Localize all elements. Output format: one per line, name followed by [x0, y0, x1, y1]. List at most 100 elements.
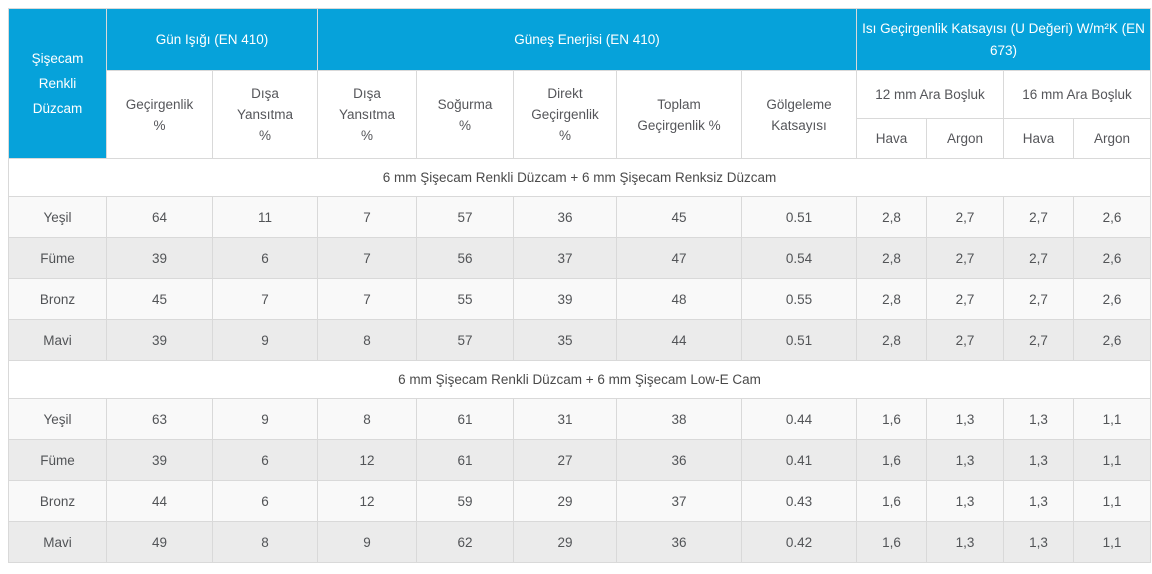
- value-cell: 1,1: [1073, 398, 1152, 440]
- col-header-direct-transmittance: Direkt Geçirgenlik %: [513, 70, 617, 159]
- value-cell: 0.43: [740, 480, 858, 522]
- value-cell: 1,3: [1003, 439, 1075, 481]
- value-cell: 7: [212, 278, 318, 320]
- value-cell: 38: [616, 398, 742, 440]
- value-cell: 31: [513, 398, 617, 440]
- row-label: Mavi: [8, 521, 107, 563]
- value-cell: 37: [616, 480, 742, 522]
- col-header-outer-reflectance-2: Dışa Yansıtma %: [317, 70, 417, 159]
- value-cell: 44: [616, 319, 742, 361]
- glass-performance-table: Şişecam Renkli Düzcam Gün Işığı (EN 410)…: [7, 8, 1152, 563]
- col-header-air-16mm: Hava: [1003, 118, 1075, 159]
- value-cell: 1,1: [1073, 439, 1152, 481]
- subheader-row: Geçirgenlik % Dışa Yansıtma % Dışa Yansı…: [9, 70, 1152, 159]
- section-row: 6 mm Şişecam Renkli Düzcam + 6 mm Şişeca…: [7, 158, 1152, 197]
- table-row: Füme 39 6 7 56 37 47 0.54 2,8 2,7 2,7 2,6: [8, 237, 1152, 279]
- group-header-daylight: Gün Işığı (EN 410): [106, 8, 318, 71]
- row-label: Bronz: [8, 278, 107, 320]
- value-cell: 2,8: [856, 237, 928, 279]
- value-cell: 2,7: [1003, 278, 1075, 320]
- value-cell: 1,6: [856, 439, 928, 481]
- value-cell: 2,7: [1003, 196, 1075, 238]
- value-cell: 0.54: [740, 237, 858, 279]
- table-row: Yeşil 63 9 8 61 31 38 0.44 1,6 1,3 1,3 1,1: [8, 398, 1152, 440]
- value-cell: 12: [317, 480, 417, 522]
- corner-title-cell: Şişecam Renkli Düzcam: [8, 8, 107, 159]
- col-header-absorption: Soğurma %: [416, 70, 514, 159]
- col-header-12mm-gap: 12 mm Ara Boşluk: [856, 70, 1005, 119]
- section-row: 6 mm Şişecam Renkli Düzcam + 6 mm Şişeca…: [7, 360, 1152, 399]
- value-cell: 6: [212, 439, 318, 481]
- value-cell: 64: [106, 196, 213, 238]
- value-cell: 1,3: [1003, 521, 1075, 563]
- row-label: Füme: [8, 237, 107, 279]
- value-cell: 7: [317, 237, 417, 279]
- value-cell: 39: [513, 278, 617, 320]
- gas-header-row: Hava Argon Hava Argon: [9, 118, 1152, 159]
- value-cell: 8: [317, 319, 417, 361]
- section-title: 6 mm Şişecam Renkli Düzcam + 6 mm Şişeca…: [7, 360, 1152, 399]
- value-cell: 39: [106, 237, 213, 279]
- col-header-total-transmittance: Toplam Geçirgenlik %: [616, 70, 742, 159]
- table-body: 6 mm Şişecam Renkli Düzcam + 6 mm Şişeca…: [7, 158, 1152, 563]
- col-header-shading-coefficient: Gölgeleme Katsayısı: [740, 70, 858, 159]
- value-cell: 8: [317, 398, 417, 440]
- value-cell: 57: [416, 196, 514, 238]
- row-label: Yeşil: [8, 398, 107, 440]
- value-cell: 61: [416, 439, 514, 481]
- row-label: Bronz: [8, 480, 107, 522]
- value-cell: 44: [106, 480, 213, 522]
- value-cell: 49: [106, 521, 213, 563]
- value-cell: 2,8: [856, 196, 928, 238]
- value-cell: 2,8: [856, 278, 928, 320]
- value-cell: 56: [416, 237, 514, 279]
- group-header-u-value: Isı Geçirgenlik Katsayısı (U Değeri) W/m…: [856, 8, 1152, 71]
- value-cell: 36: [513, 196, 617, 238]
- table-row: Bronz 44 6 12 59 29 37 0.43 1,6 1,3 1,3 1,1: [8, 480, 1152, 522]
- value-cell: 1,3: [926, 480, 1005, 522]
- value-cell: 0.44: [740, 398, 858, 440]
- value-cell: 1,3: [926, 521, 1005, 563]
- table-row: Bronz 45 7 7 55 39 48 0.55 2,8 2,7 2,7 2,6: [8, 278, 1152, 320]
- col-header-argon-16mm: Argon: [1073, 118, 1152, 159]
- table-row: Mavi 49 8 9 62 29 36 0.42 1,6 1,3 1,3 1,1: [8, 521, 1152, 563]
- value-cell: 45: [106, 278, 213, 320]
- value-cell: 1,6: [856, 480, 928, 522]
- value-cell: 45: [616, 196, 742, 238]
- col-header-outer-reflectance-1: Dışa Yansıtma %: [212, 70, 318, 159]
- value-cell: 36: [616, 521, 742, 563]
- value-cell: 37: [513, 237, 617, 279]
- value-cell: 6: [212, 480, 318, 522]
- value-cell: 63: [106, 398, 213, 440]
- col-header-transmittance: Geçirgenlik %: [106, 70, 213, 159]
- table-row: Mavi 39 9 8 57 35 44 0.51 2,8 2,7 2,7 2,6: [8, 319, 1152, 361]
- value-cell: 7: [317, 278, 417, 320]
- value-cell: 48: [616, 278, 742, 320]
- value-cell: 0.42: [740, 521, 858, 563]
- value-cell: 1,3: [1003, 398, 1075, 440]
- row-label: Yeşil: [8, 196, 107, 238]
- value-cell: 29: [513, 480, 617, 522]
- value-cell: 6: [212, 237, 318, 279]
- value-cell: 1,1: [1073, 521, 1152, 563]
- value-cell: 7: [317, 196, 417, 238]
- value-cell: 36: [616, 439, 742, 481]
- value-cell: 39: [106, 439, 213, 481]
- value-cell: 0.55: [740, 278, 858, 320]
- value-cell: 27: [513, 439, 617, 481]
- value-cell: 57: [416, 319, 514, 361]
- table-row: Füme 39 6 12 61 27 36 0.41 1,6 1,3 1,3 1,1: [8, 439, 1152, 481]
- value-cell: 0.51: [740, 196, 858, 238]
- value-cell: 2,7: [926, 196, 1005, 238]
- col-header-air-12mm: Hava: [856, 118, 928, 159]
- value-cell: 2,7: [1003, 237, 1075, 279]
- value-cell: 2,6: [1073, 278, 1152, 320]
- group-header-row: Şişecam Renkli Düzcam Gün Işığı (EN 410)…: [8, 8, 1152, 159]
- value-cell: 55: [416, 278, 514, 320]
- value-cell: 2,6: [1073, 319, 1152, 361]
- value-cell: 2,7: [1003, 319, 1075, 361]
- value-cell: 59: [416, 480, 514, 522]
- value-cell: 2,7: [926, 319, 1005, 361]
- row-label: Füme: [8, 439, 107, 481]
- value-cell: 9: [212, 319, 318, 361]
